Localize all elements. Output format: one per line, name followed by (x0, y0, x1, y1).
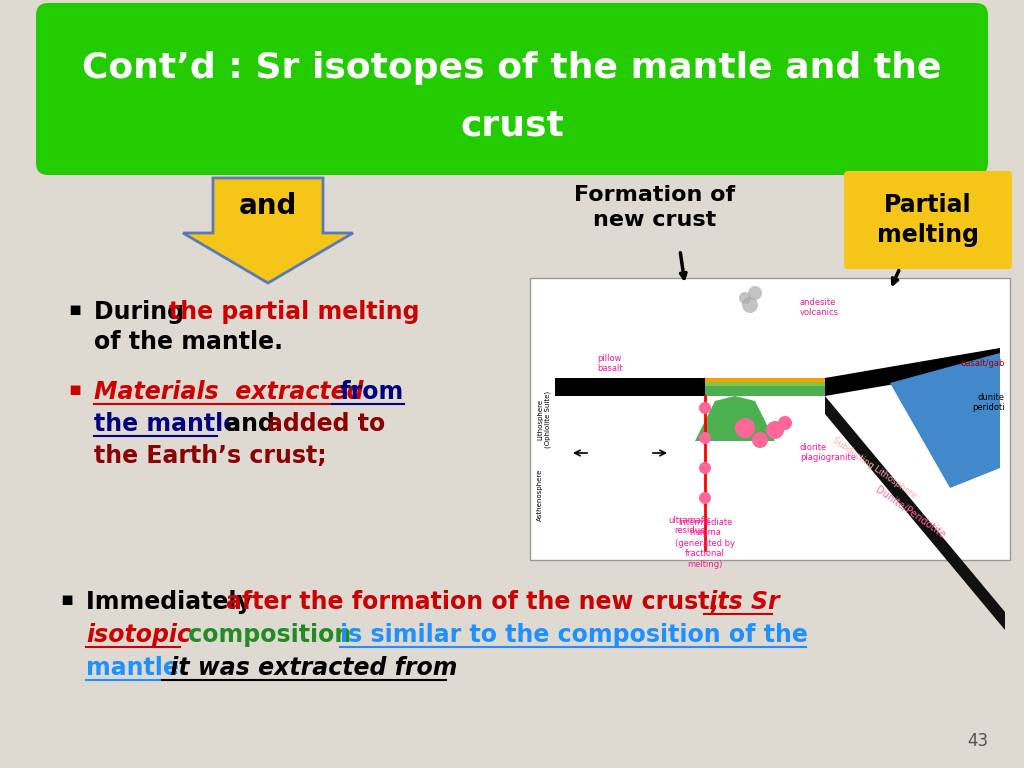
Text: Cont’d : Sr isotopes of the mantle and the: Cont’d : Sr isotopes of the mantle and t… (82, 51, 942, 85)
Circle shape (699, 402, 711, 414)
Text: the Earth’s crust;: the Earth’s crust; (94, 444, 327, 468)
Text: and: and (239, 191, 297, 220)
Text: Asthenosphere: Asthenosphere (537, 469, 543, 521)
Text: from: from (332, 380, 403, 404)
Text: Materials  extracted: Materials extracted (94, 380, 364, 404)
Text: ultramafic
residue: ultramafic residue (669, 515, 712, 535)
Text: basalt/gab: basalt/gab (961, 359, 1005, 368)
Circle shape (739, 292, 751, 304)
FancyBboxPatch shape (844, 171, 1012, 269)
Text: Partial
melting: Partial melting (877, 193, 979, 247)
Circle shape (766, 421, 784, 439)
Circle shape (735, 418, 755, 438)
Circle shape (699, 432, 711, 444)
Text: dunite
peridoti: dunite peridoti (973, 393, 1005, 412)
Text: diorite
plagioɡranite: diorite plagioɡranite (800, 443, 856, 462)
Text: its Sr: its Sr (701, 590, 779, 614)
Circle shape (748, 286, 762, 300)
Circle shape (742, 297, 758, 313)
Polygon shape (705, 382, 825, 396)
Circle shape (752, 432, 768, 448)
Text: pillow
basalt: pillow basalt (597, 353, 623, 373)
Polygon shape (555, 378, 705, 396)
FancyBboxPatch shape (530, 278, 1010, 560)
Circle shape (699, 462, 711, 474)
Text: Formation of
new crust: Formation of new crust (574, 185, 735, 230)
Text: Dunite/Peridotite: Dunite/Peridotite (873, 485, 947, 540)
Text: Subducting Lithosphere: Subducting Lithosphere (831, 435, 919, 500)
Text: intermediate
magma
(generated by
fractional
melting): intermediate magma (generated by fractio… (675, 518, 735, 568)
Text: added to: added to (267, 412, 385, 436)
Polygon shape (705, 386, 825, 396)
Polygon shape (825, 348, 1000, 396)
Text: andesite
volcanics: andesite volcanics (800, 298, 839, 317)
Text: mantle: mantle (86, 656, 179, 680)
Circle shape (778, 416, 792, 430)
Text: isotopic: isotopic (86, 623, 191, 647)
Text: Immediately: Immediately (86, 590, 260, 614)
Text: of the mantle.: of the mantle. (94, 330, 283, 354)
Polygon shape (705, 378, 825, 396)
Polygon shape (825, 396, 1005, 630)
Text: Lithosphere
(Ophiolite Suite): Lithosphere (Ophiolite Suite) (538, 390, 551, 448)
Text: crust: crust (460, 108, 564, 142)
Text: the partial melting: the partial melting (169, 300, 420, 324)
Text: ▪: ▪ (68, 300, 81, 319)
Polygon shape (183, 178, 353, 283)
Text: ▪: ▪ (60, 590, 74, 609)
Text: it was extracted from: it was extracted from (162, 656, 458, 680)
Text: the mantle: the mantle (94, 412, 240, 436)
Polygon shape (695, 396, 775, 441)
Text: 43: 43 (967, 732, 988, 750)
Text: ▪: ▪ (68, 380, 81, 399)
Text: composition: composition (180, 623, 359, 647)
FancyBboxPatch shape (36, 3, 988, 175)
Circle shape (699, 492, 711, 504)
Text: after the formation of the new crust,: after the formation of the new crust, (226, 590, 719, 614)
Text: During: During (94, 300, 193, 324)
Polygon shape (890, 353, 1000, 488)
Text: is similar to the composition of the: is similar to the composition of the (340, 623, 808, 647)
Text: and: and (217, 412, 283, 436)
